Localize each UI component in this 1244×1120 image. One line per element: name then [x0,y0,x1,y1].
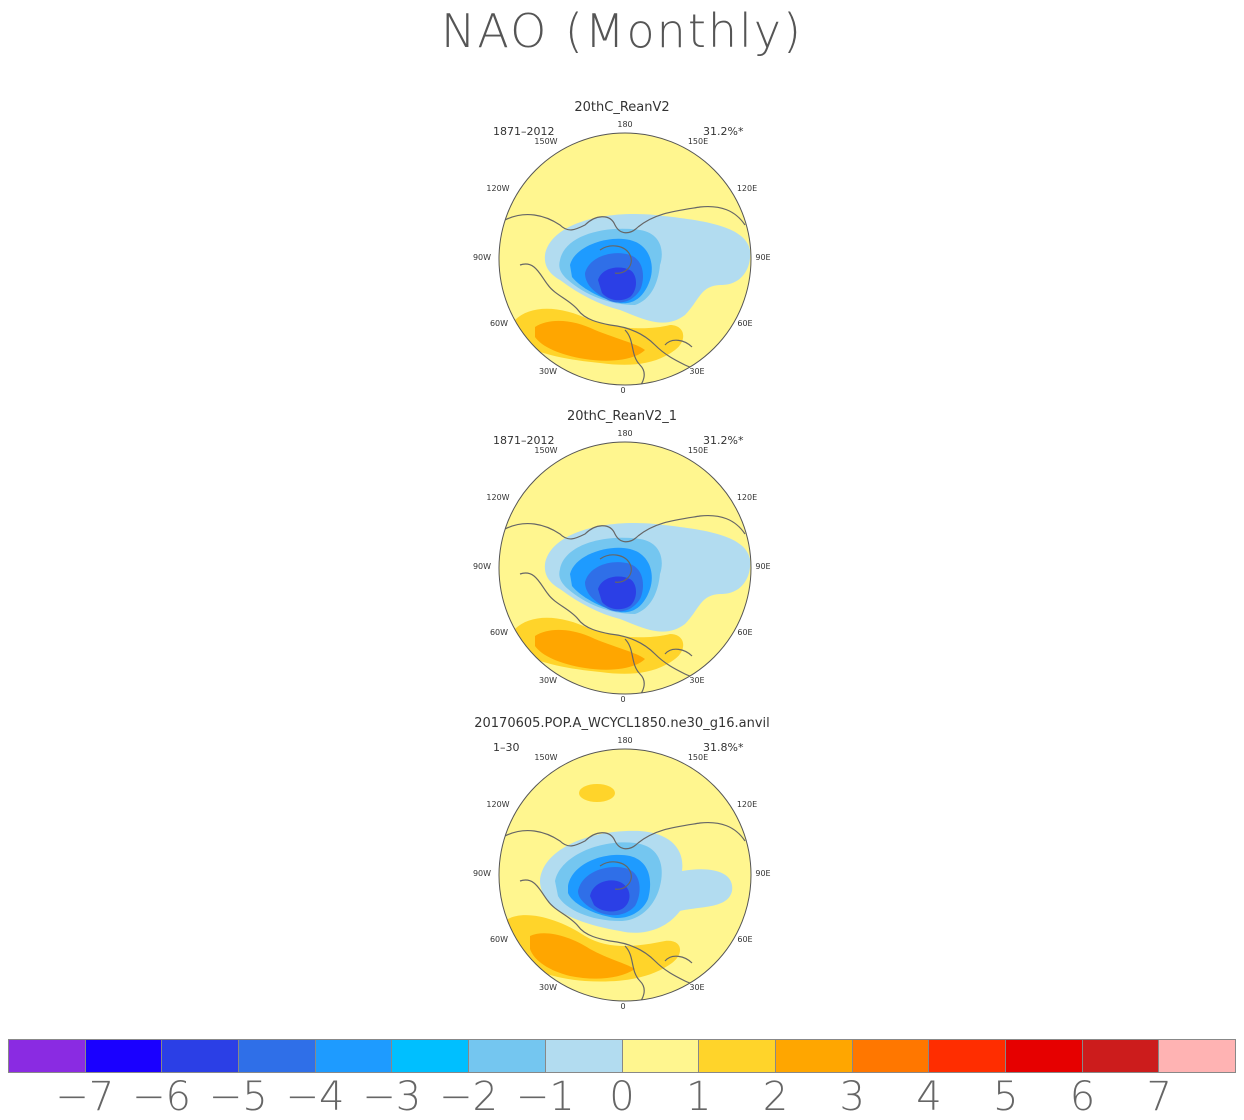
map-panel-3: 20170605.POP.A_WCYCL1850.ne30_g16.anvil … [0,716,1244,1016]
lon-label: 180 [617,736,632,745]
map-panel-1: 20thC_ReanV2 1871–2012 31.2%* [0,100,1244,400]
anomaly-contour [579,784,615,802]
lon-label: 0 [620,695,625,704]
colorbar-ticks: −7 −6 −5 −4 −3 −2 −1 0 1 2 3 4 5 6 7 [8,1074,1236,1120]
panel-period: 1871–2012 [493,434,555,447]
colorbar-tick-label: −5 [208,1074,268,1120]
lon-label: 120W [486,493,509,502]
lon-label: 30E [689,676,704,685]
lon-label: 60W [490,935,508,944]
lon-label: 60E [737,935,752,944]
colorbar-tick-label: −1 [515,1074,575,1120]
lon-label: 30W [539,367,557,376]
lon-label: 120W [486,184,509,193]
lon-label: 90E [755,869,770,878]
lon-label: 150E [688,137,708,146]
lon-label: 30W [539,676,557,685]
anomaly-contour [590,880,630,912]
anomaly-contour [535,320,645,361]
lon-label: 90E [755,253,770,262]
colorbar-tick-label: 3 [839,1074,865,1120]
map-panel-2: 20thC_ReanV2_1 1871–2012 31.2%* [0,409,1244,709]
panel-title: 20170605.POP.A_WCYCL1850.ne30_g16.anvil [474,716,770,731]
lon-label: 150W [534,137,557,146]
lon-label: 60W [490,628,508,637]
colorbar-cell [392,1040,470,1072]
lon-label: 90E [755,562,770,571]
panel-variance: 31.2%* [703,125,744,138]
colorbar-tick-label: −2 [439,1074,498,1120]
lon-label: 120E [737,800,757,809]
colorbar-cell [1159,1040,1235,1072]
colorbar-cell [622,1040,700,1072]
anomaly-contour [598,576,636,610]
colorbar-cell [545,1040,623,1072]
colorbar-tick-label: 0 [609,1074,635,1120]
lon-label: 150W [534,446,557,455]
colorbar-tick-label: 6 [1069,1074,1096,1120]
lon-label: 180 [617,429,632,438]
colorbar-tick-label: −4 [285,1074,345,1120]
polar-map: 180 150E 120E 90E 60E 30E 0 30W 60W 90W … [473,429,771,704]
colorbar-tick-label: −7 [55,1074,115,1120]
colorbar-cell [9,1040,86,1072]
lon-label: 60W [490,319,508,328]
colorbar-cell [699,1040,776,1072]
colorbar-cell [239,1040,316,1072]
lon-label: 90W [473,253,491,262]
lon-label: 0 [620,386,625,395]
lon-label: 120W [486,800,509,809]
colorbar-cell [162,1040,240,1072]
colorbar-tick-label: −6 [132,1074,191,1120]
anomaly-contour [598,267,636,301]
colorbar-cell [852,1040,930,1072]
lon-label: 180 [617,120,632,129]
colorbar-tick-label: 1 [686,1074,712,1120]
lon-label: 120E [737,493,757,502]
colorbar-tick-label: 5 [993,1074,1019,1120]
colorbar-cell [315,1040,393,1072]
colorbar-tick-label: 7 [1146,1074,1172,1120]
colorbar-cell [1005,1040,1083,1072]
panel-title: 20thC_ReanV2 [574,100,670,115]
lon-label: 90W [473,869,491,878]
lon-label: 150E [688,446,708,455]
colorbar-tick-label: 4 [916,1074,942,1120]
panel-period: 1871–2012 [493,125,555,138]
colorbar [8,1039,1236,1073]
lon-label: 90W [473,562,491,571]
lon-label: 150E [688,753,708,762]
colorbar-cell [1082,1040,1160,1072]
colorbar-tick-label: 2 [762,1074,789,1120]
lon-label: 0 [620,1002,625,1011]
lon-label: 30W [539,983,557,992]
colorbar-cell [469,1040,546,1072]
anomaly-contour [535,629,645,670]
anomaly-contour [530,933,635,979]
panel-variance: 31.2%* [703,434,744,447]
lon-label: 30E [689,983,704,992]
lon-label: 60E [737,628,752,637]
panel-period: 1–30 [493,741,520,754]
polar-map: 180 150E 120E 90E 60E 30E 0 30W 60W 90W … [473,120,771,395]
panel-title: 20thC_ReanV2_1 [566,409,678,424]
lon-label: 30E [689,367,704,376]
colorbar-tick-label: −3 [362,1074,422,1120]
colorbar-cell [775,1040,853,1072]
colorbar-cell [929,1040,1006,1072]
panel-variance: 31.8%* [703,741,744,754]
lon-label: 120E [737,184,757,193]
main-title: NAO (Monthly) [441,4,803,58]
lon-label: 60E [737,319,752,328]
lon-label: 150W [534,753,557,762]
colorbar-cell [85,1040,163,1072]
polar-map: 180 150E 120E 90E 60E 30E 0 30W 60W 90W … [473,736,771,1011]
